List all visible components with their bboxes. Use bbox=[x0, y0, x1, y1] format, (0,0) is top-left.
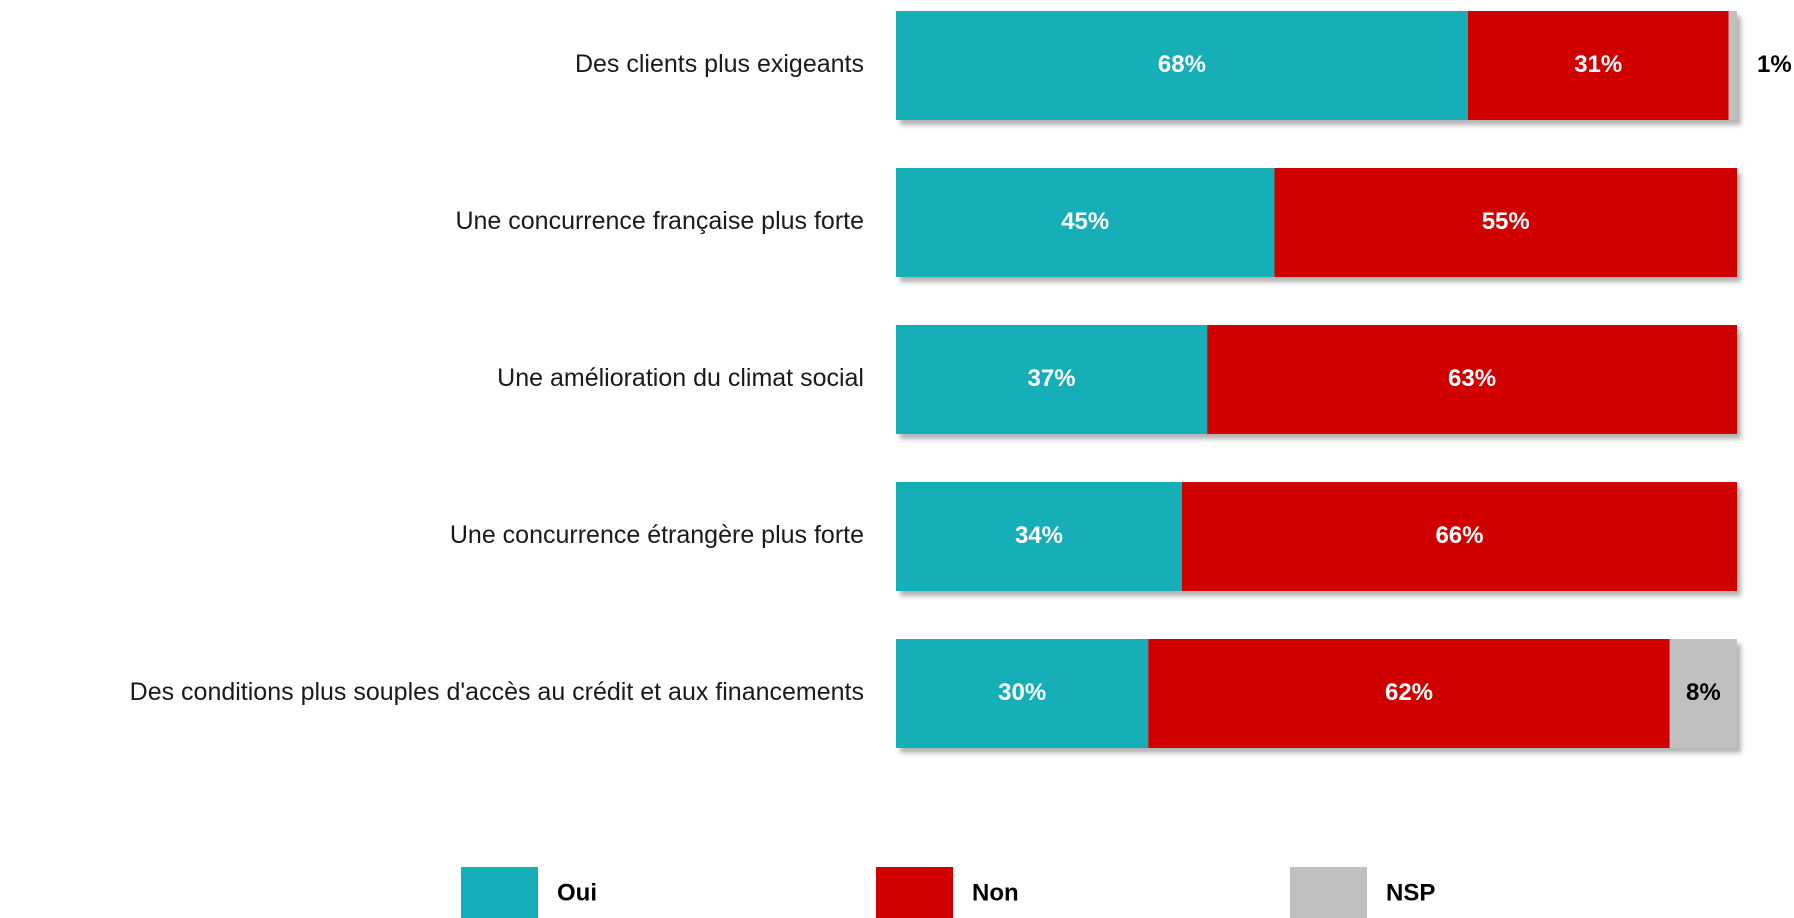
bar-segment bbox=[896, 11, 1468, 120]
value-label: 1% bbox=[1757, 51, 1792, 78]
bar-segment bbox=[896, 168, 1275, 277]
labels: Des clients plus exigeants 68% 31% 1% Une co… bbox=[130, 50, 1792, 918]
category-label: Des conditions plus souples d'accès au c… bbox=[130, 678, 864, 706]
category-label: Une concurrence étrangère plus forte bbox=[450, 521, 864, 549]
category-label: Une amélioration du climat social bbox=[497, 364, 864, 392]
legend-swatch bbox=[1290, 867, 1367, 918]
bar-segment bbox=[1274, 168, 1737, 277]
bar-segment bbox=[1669, 639, 1737, 748]
value-label: 63% bbox=[1448, 365, 1496, 392]
value-label: 37% bbox=[1028, 365, 1076, 392]
value-label: 45% bbox=[1061, 208, 1109, 235]
legend-label: NSP bbox=[1386, 879, 1435, 906]
value-label: 62% bbox=[1385, 679, 1433, 706]
category-label: Des clients plus exigeants bbox=[575, 50, 864, 78]
value-label: 34% bbox=[1015, 522, 1063, 549]
legend-label: Oui bbox=[557, 879, 597, 906]
bar-segment bbox=[1467, 11, 1729, 120]
value-label: 31% bbox=[1574, 51, 1622, 78]
value-label: 30% bbox=[998, 679, 1046, 706]
bar-segment bbox=[896, 482, 1182, 591]
category-label: Une concurrence française plus forte bbox=[455, 207, 864, 235]
bar-segment bbox=[1181, 482, 1737, 591]
value-label: 66% bbox=[1435, 522, 1483, 549]
bar-segment bbox=[1207, 325, 1737, 434]
bar-segment bbox=[1148, 639, 1670, 748]
legend-swatch bbox=[461, 867, 538, 918]
bars bbox=[896, 11, 1737, 748]
bar-segment bbox=[1728, 11, 1737, 120]
bar-segment bbox=[896, 639, 1149, 748]
value-label: 8% bbox=[1686, 679, 1721, 706]
bar-segment bbox=[896, 325, 1208, 434]
value-label: 68% bbox=[1158, 51, 1206, 78]
legend-label: Non bbox=[972, 879, 1019, 906]
value-label: 55% bbox=[1482, 208, 1530, 235]
legend-swatch bbox=[876, 867, 953, 918]
